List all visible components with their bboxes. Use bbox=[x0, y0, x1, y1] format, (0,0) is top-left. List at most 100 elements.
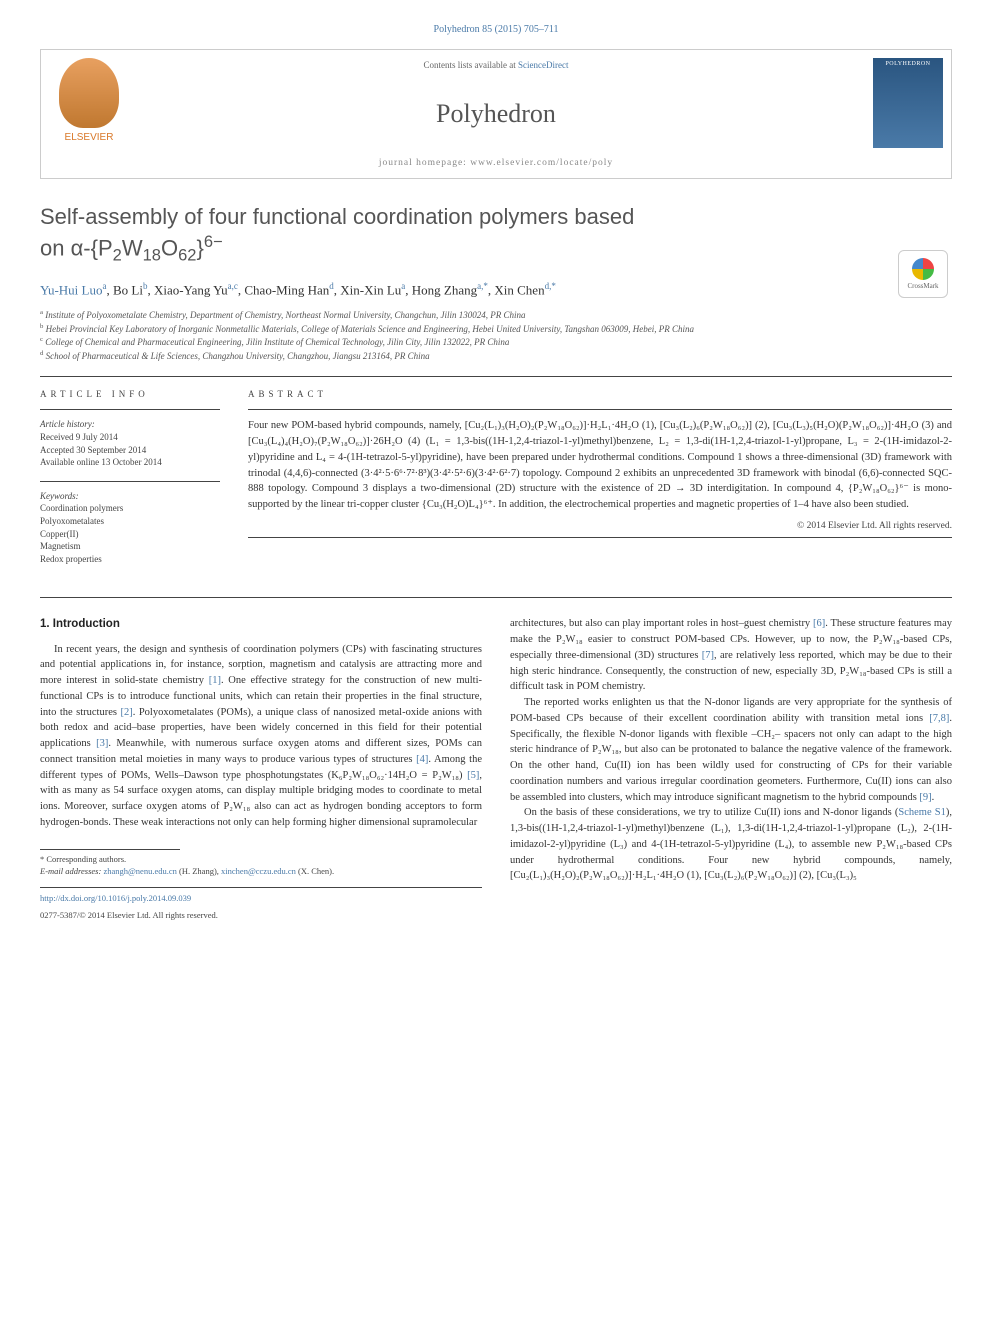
affiliation-a: a Institute of Polyoxometalate Chemistry… bbox=[40, 308, 952, 322]
keywords-block: Keywords: Coordination polymers Polyoxom… bbox=[40, 490, 220, 566]
doi-link[interactable]: http://dx.doi.org/10.1016/j.poly.2014.09… bbox=[40, 893, 191, 903]
scheme-link[interactable]: Scheme S1 bbox=[898, 807, 946, 818]
divider bbox=[248, 409, 952, 410]
body-text: The reported works enlighten us that the… bbox=[510, 697, 952, 724]
body-paragraph: The reported works enlighten us that the… bbox=[510, 695, 952, 805]
divider bbox=[248, 537, 952, 538]
email-name: (H. Zhang), bbox=[177, 866, 221, 876]
journal-reference: Polyhedron 85 (2015) 705–711 bbox=[40, 24, 952, 35]
ref-link[interactable]: [5] bbox=[467, 770, 479, 781]
keyword: Redox properties bbox=[40, 553, 220, 566]
ref-link[interactable]: [2] bbox=[120, 707, 132, 718]
article-history: Article history: Received 9 July 2014 Ac… bbox=[40, 418, 220, 468]
crossmark-icon bbox=[912, 258, 934, 280]
doi-line: http://dx.doi.org/10.1016/j.poly.2014.09… bbox=[40, 892, 482, 905]
ref-link[interactable]: [7] bbox=[702, 650, 714, 661]
journal-header: ELSEVIER POLYHEDRON Contents lists avail… bbox=[40, 49, 952, 179]
abstract-label: ABSTRACT bbox=[248, 389, 952, 399]
section-heading: 1. Introduction bbox=[40, 616, 482, 633]
divider bbox=[40, 409, 220, 410]
contents-line: Contents lists available at ScienceDirec… bbox=[141, 60, 851, 70]
author-affiliation-sup: a,c bbox=[228, 281, 238, 291]
abstract-column: ABSTRACT Four new POM-based hybrid compo… bbox=[248, 389, 952, 577]
title-line2-a: on α-{P bbox=[40, 235, 113, 260]
online-date: Available online 13 October 2014 bbox=[40, 456, 220, 469]
email-line: E-mail addresses: zhangh@nenu.edu.cn (H.… bbox=[40, 866, 482, 878]
title-sup: 6− bbox=[204, 233, 223, 251]
affiliation-c: c College of Chemical and Pharmaceutical… bbox=[40, 335, 952, 349]
divider bbox=[40, 376, 952, 377]
footnotes: * Corresponding authors. E-mail addresse… bbox=[40, 854, 482, 878]
footer-divider bbox=[40, 887, 482, 888]
author-sep: , Xin-Xin Lu bbox=[334, 282, 402, 297]
email-name: (X. Chen). bbox=[296, 866, 334, 876]
body-text: . Specifically, the flexible N-donor lig… bbox=[510, 713, 952, 803]
author-sep: , Xin Chen bbox=[488, 282, 545, 297]
sciencedirect-link[interactable]: ScienceDirect bbox=[518, 60, 568, 70]
body-text: architectures, but also can play importa… bbox=[510, 618, 813, 629]
homepage-url: www.elsevier.com/locate/poly bbox=[470, 158, 613, 168]
affiliations: a Institute of Polyoxometalate Chemistry… bbox=[40, 308, 952, 362]
body-paragraph: On the basis of these considerations, we… bbox=[510, 805, 952, 884]
keyword: Copper(II) bbox=[40, 528, 220, 541]
ref-link[interactable]: [9] bbox=[919, 792, 931, 803]
author-sep: , Xiao-Yang Yu bbox=[147, 282, 227, 297]
title-line2-b: W bbox=[122, 235, 143, 260]
title-line2-d: } bbox=[196, 235, 203, 260]
keyword: Magnetism bbox=[40, 540, 220, 553]
author-link[interactable]: Yu-Hui Luo bbox=[40, 282, 102, 297]
keyword: Coordination polymers bbox=[40, 502, 220, 515]
email-link[interactable]: xinchen@cczu.edu.cn bbox=[221, 866, 296, 876]
ref-link[interactable]: [7,8] bbox=[929, 713, 949, 724]
footnote-divider bbox=[40, 849, 180, 850]
keywords-head: Keywords: bbox=[40, 490, 220, 503]
title-sub: 62 bbox=[178, 246, 196, 264]
copyright-line: © 2014 Elsevier Ltd. All rights reserved… bbox=[248, 521, 952, 531]
history-head: Article history: bbox=[40, 418, 220, 431]
author-sep: , Bo Li bbox=[106, 282, 142, 297]
corresponding-link[interactable]: * bbox=[551, 281, 556, 291]
elsevier-logo: ELSEVIER bbox=[49, 58, 129, 158]
issn-copyright-line: 0277-5387/© 2014 Elsevier Ltd. All right… bbox=[40, 909, 482, 922]
body-text: ), 1,3-bis((1H-1,2,4-triazol-1-yl)methyl… bbox=[510, 807, 952, 881]
cover-title: POLYHEDRON bbox=[876, 61, 940, 67]
accepted-date: Accepted 30 September 2014 bbox=[40, 444, 220, 457]
email-link[interactable]: zhangh@nenu.edu.cn bbox=[103, 866, 176, 876]
journal-name: Polyhedron bbox=[141, 99, 851, 129]
divider bbox=[40, 481, 220, 482]
affiliation-d: d School of Pharmaceutical & Life Scienc… bbox=[40, 349, 952, 363]
authors-list: Yu-Hui Luoa, Bo Lib, Xiao-Yang Yua,c, Ch… bbox=[40, 281, 952, 298]
journal-cover-thumbnail: POLYHEDRON bbox=[873, 58, 943, 148]
article-title: Self-assembly of four functional coordin… bbox=[40, 203, 952, 267]
ref-link[interactable]: [4] bbox=[416, 754, 428, 765]
email-label: E-mail addresses: bbox=[40, 866, 101, 876]
body-text: On the basis of these considerations, we… bbox=[524, 807, 898, 818]
crossmark-label: CrossMark bbox=[907, 282, 938, 290]
corresponding-authors-note: * Corresponding authors. bbox=[40, 854, 482, 866]
author-sep: , Hong Zhang bbox=[405, 282, 477, 297]
title-sub: 2 bbox=[113, 246, 122, 264]
author-sep: , Chao-Ming Han bbox=[238, 282, 329, 297]
body-columns: 1. Introduction In recent years, the des… bbox=[40, 616, 952, 922]
title-line1: Self-assembly of four functional coordin… bbox=[40, 204, 634, 229]
ref-link[interactable]: [1] bbox=[209, 675, 221, 686]
body-column-left: 1. Introduction In recent years, the des… bbox=[40, 616, 482, 922]
title-sub: 18 bbox=[143, 246, 161, 264]
body-column-right: architectures, but also can play importa… bbox=[510, 616, 952, 922]
body-paragraph: architectures, but also can play importa… bbox=[510, 616, 952, 695]
body-text: . bbox=[932, 792, 935, 803]
article-info-column: ARTICLE INFO Article history: Received 9… bbox=[40, 389, 220, 577]
ref-link[interactable]: [6] bbox=[813, 618, 825, 629]
divider bbox=[40, 597, 952, 598]
homepage-line: journal homepage: www.elsevier.com/locat… bbox=[141, 158, 851, 168]
title-line2-c: O bbox=[161, 235, 178, 260]
elsevier-tree-icon bbox=[59, 58, 119, 128]
ref-link[interactable]: [3] bbox=[96, 738, 108, 749]
body-paragraph: In recent years, the design and synthesi… bbox=[40, 642, 482, 831]
elsevier-label: ELSEVIER bbox=[65, 132, 114, 143]
keyword: Polyoxometalates bbox=[40, 515, 220, 528]
crossmark-badge[interactable]: CrossMark bbox=[898, 250, 948, 298]
article-info-label: ARTICLE INFO bbox=[40, 389, 220, 399]
contents-prefix: Contents lists available at bbox=[424, 60, 518, 70]
homepage-prefix: journal homepage: bbox=[379, 158, 470, 168]
